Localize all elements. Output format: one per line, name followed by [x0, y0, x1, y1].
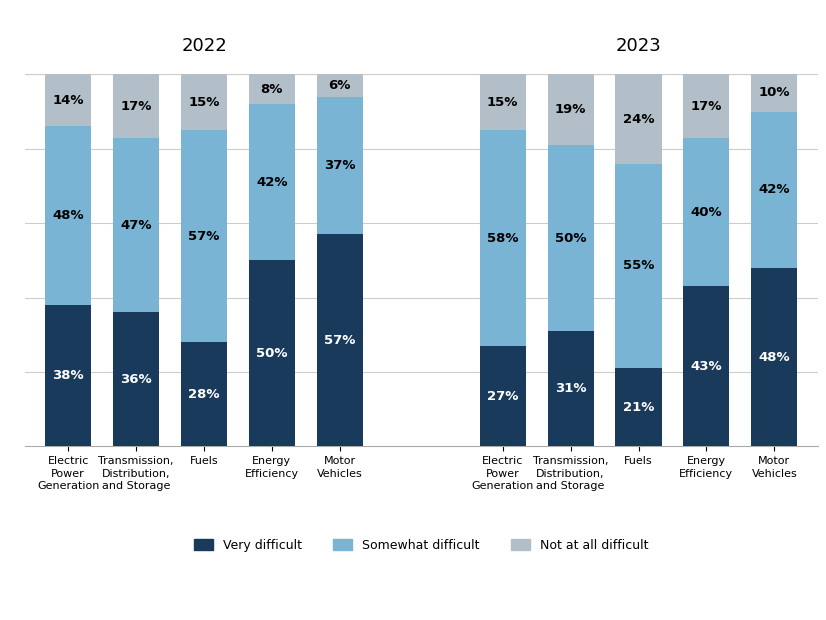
- Text: 42%: 42%: [256, 176, 287, 188]
- Bar: [548, 331, 594, 446]
- Text: 58%: 58%: [487, 232, 519, 244]
- Bar: [751, 112, 797, 268]
- Text: 14%: 14%: [53, 94, 84, 107]
- Text: 15%: 15%: [487, 96, 519, 108]
- Text: 19%: 19%: [555, 104, 586, 116]
- Text: 6%: 6%: [329, 79, 351, 92]
- Bar: [249, 104, 295, 260]
- Text: 2022: 2022: [181, 37, 227, 55]
- Text: 15%: 15%: [188, 96, 220, 108]
- Bar: [548, 145, 594, 331]
- Bar: [480, 346, 526, 446]
- Bar: [615, 74, 662, 164]
- Text: 31%: 31%: [555, 383, 586, 395]
- Bar: [751, 268, 797, 446]
- Text: 48%: 48%: [52, 210, 84, 222]
- Text: 43%: 43%: [691, 360, 722, 373]
- Text: 10%: 10%: [758, 87, 790, 99]
- Bar: [181, 342, 227, 446]
- Text: 48%: 48%: [758, 351, 790, 363]
- Bar: [181, 74, 227, 130]
- Bar: [316, 97, 363, 234]
- Bar: [683, 74, 729, 138]
- Text: 27%: 27%: [487, 390, 519, 402]
- Bar: [249, 260, 295, 446]
- Text: 47%: 47%: [121, 219, 152, 231]
- Text: 28%: 28%: [188, 388, 220, 401]
- Text: 17%: 17%: [121, 100, 152, 112]
- Text: 42%: 42%: [758, 184, 790, 196]
- Bar: [113, 312, 159, 446]
- Bar: [480, 130, 526, 346]
- Text: 36%: 36%: [121, 373, 152, 386]
- Text: 40%: 40%: [691, 206, 722, 218]
- Bar: [316, 74, 363, 97]
- Bar: [683, 286, 729, 446]
- Text: 57%: 57%: [324, 334, 355, 347]
- Bar: [751, 74, 797, 112]
- Bar: [683, 138, 729, 286]
- Bar: [548, 74, 594, 145]
- Text: 50%: 50%: [555, 232, 586, 244]
- Bar: [316, 234, 363, 446]
- Text: 2023: 2023: [615, 37, 662, 55]
- Bar: [45, 126, 92, 305]
- Bar: [615, 164, 662, 368]
- Bar: [181, 130, 227, 342]
- Text: 37%: 37%: [324, 159, 355, 172]
- Bar: [249, 74, 295, 104]
- Text: 8%: 8%: [261, 83, 283, 95]
- Bar: [45, 74, 92, 126]
- Text: 57%: 57%: [188, 230, 220, 242]
- Bar: [615, 368, 662, 446]
- Text: 38%: 38%: [52, 370, 84, 382]
- Text: 21%: 21%: [623, 401, 654, 414]
- Text: 24%: 24%: [623, 113, 654, 125]
- Text: 50%: 50%: [256, 347, 287, 360]
- Legend: Very difficult, Somewhat difficult, Not at all difficult: Very difficult, Somewhat difficult, Not …: [194, 539, 648, 552]
- Bar: [113, 74, 159, 138]
- Bar: [480, 74, 526, 130]
- Bar: [113, 138, 159, 312]
- Text: 55%: 55%: [623, 260, 654, 272]
- Text: 17%: 17%: [691, 100, 722, 112]
- Bar: [45, 305, 92, 446]
